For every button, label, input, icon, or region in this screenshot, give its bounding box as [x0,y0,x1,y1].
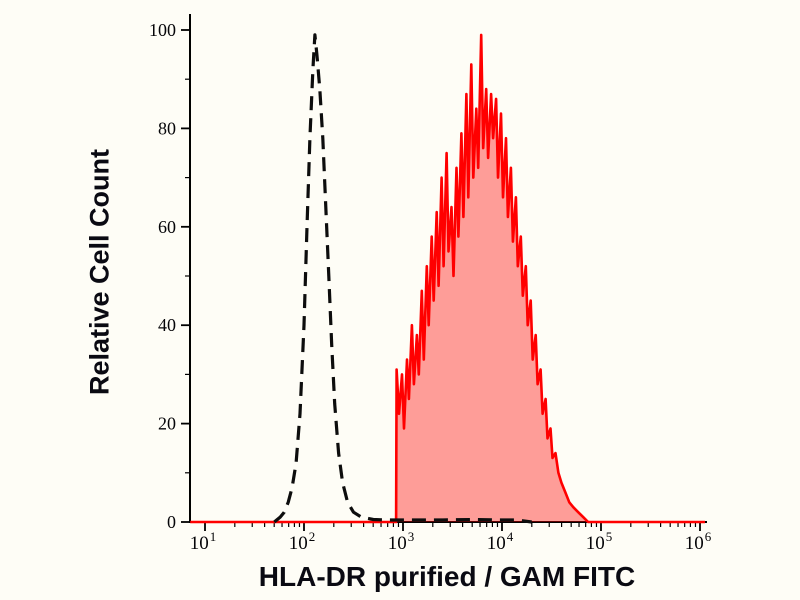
x-axis-tick-label: 103 [388,529,415,554]
sample-histogram-curve [190,33,705,524]
y-axis-tick-label: 80 [158,118,176,138]
y-axis-tick-label: 20 [158,414,176,434]
x-axis-tick-label: 106 [685,529,712,554]
y-axis-tick-label: 60 [158,217,176,237]
y-axis-tick-label: 0 [167,512,176,532]
x-axis-tick-label: 105 [586,529,613,554]
y-axis-tick-label: 40 [158,315,176,335]
x-axis-tick-label: 102 [289,529,316,554]
y-axis-tick-label: 100 [149,20,176,40]
y-axis-title: Relative Cell Count [84,148,115,396]
sample-histogram-fill [190,34,705,523]
x-axis-tick-label: 104 [487,529,514,554]
control-histogram-curve [273,33,532,524]
x-axis-tick-label: 101 [190,529,217,554]
x-axis-title: HLA-DR purified / GAM FITC [258,561,636,592]
